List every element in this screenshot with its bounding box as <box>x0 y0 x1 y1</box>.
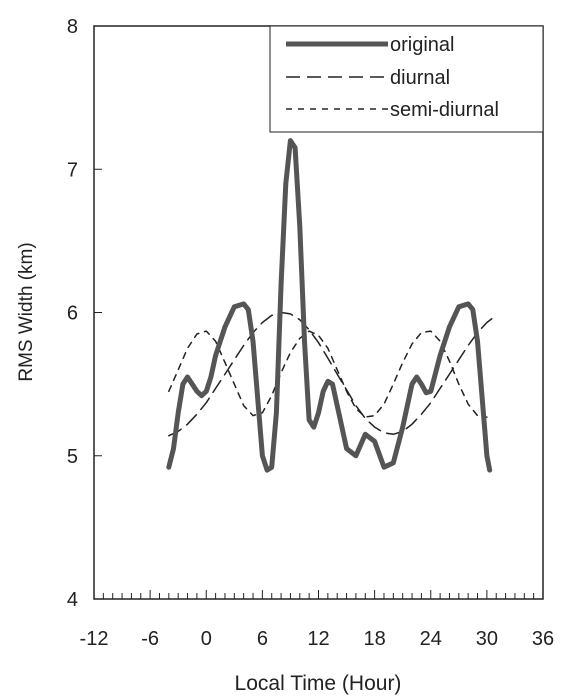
legend-label-semi-diurnal: semi-diurnal <box>390 99 499 121</box>
tick-labels: -12 -6 0 6 12 18 24 30 36 4 5 6 7 8 <box>67 16 554 650</box>
x-tick-label: -12 <box>80 628 109 650</box>
y-tick-label: 5 <box>67 446 78 468</box>
x-tick-label: 30 <box>476 628 498 650</box>
x-tick-label: -6 <box>141 628 159 650</box>
x-tick-label: 12 <box>307 628 329 650</box>
x-tick-label: 6 <box>257 628 268 650</box>
y-axis-title: RMS Width (km) <box>16 242 37 381</box>
legend: original diurnal semi-diurnal <box>269 25 544 133</box>
x-tick-label: 36 <box>532 628 554 650</box>
legend-label-original: original <box>390 34 454 56</box>
series-layer <box>166 138 497 473</box>
series-diurnal <box>168 311 497 437</box>
y-tick-label: 6 <box>67 303 78 325</box>
x-tick-label: 18 <box>364 628 386 650</box>
series-original <box>166 138 493 473</box>
legend-label-diurnal: diurnal <box>390 67 450 89</box>
x-tick-label: 0 <box>201 628 212 650</box>
x-tick-label: 24 <box>420 628 442 650</box>
y-tick-label: 7 <box>67 159 78 181</box>
y-tick-label: 8 <box>67 16 78 38</box>
y-tick-label: 4 <box>67 589 78 611</box>
series-semi-diurnal <box>168 330 488 418</box>
x-axis-title: Local Time (Hour) <box>235 672 402 695</box>
axis-ticks <box>94 25 535 600</box>
